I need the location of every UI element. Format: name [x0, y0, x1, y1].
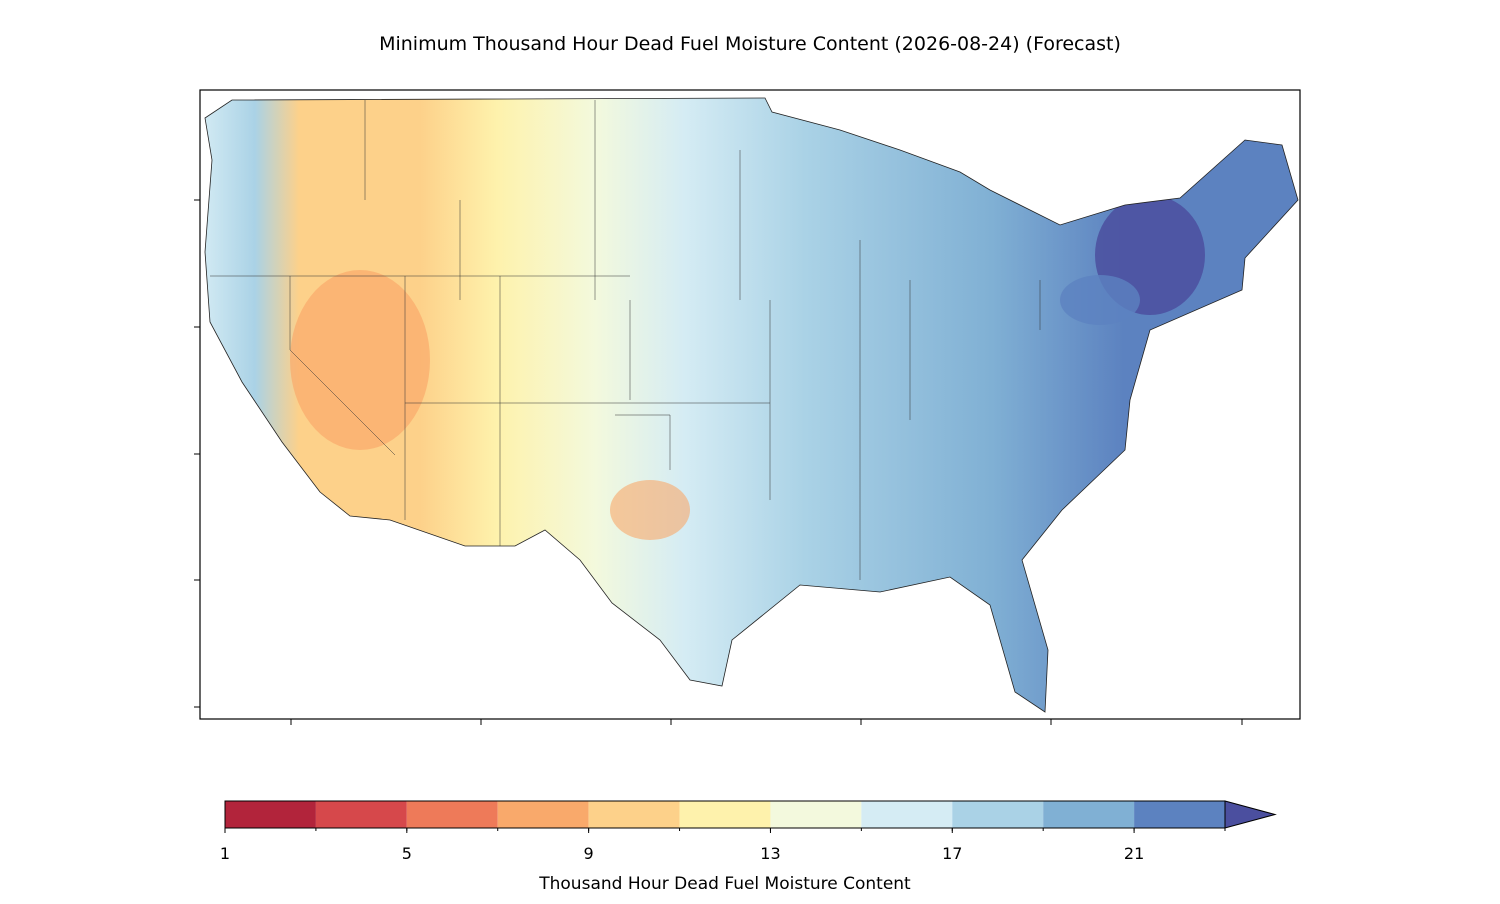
- colorbar: 1 5 9 13 17 21: [220, 800, 1277, 863]
- high-region: [1060, 275, 1140, 325]
- colorbar-tick-label: 17: [942, 844, 962, 863]
- state-lines: [210, 100, 1041, 580]
- colorbar-tick-label: 21: [1124, 844, 1144, 863]
- colorbar-segment: [1043, 801, 1135, 828]
- us-map: [204, 97, 1299, 713]
- colorbar-frame: [224, 800, 1226, 829]
- colorbar-segment: [406, 801, 498, 828]
- colorbar-tick-label: 5: [402, 844, 412, 863]
- map-highs: [290, 195, 1205, 540]
- colorbar-segment: [679, 801, 771, 828]
- colorbar-segment: [497, 801, 589, 828]
- colorbar-segment: [225, 801, 316, 828]
- low-region: [610, 480, 690, 540]
- frame-ticks: [194, 199, 1243, 725]
- map-frame: [199, 89, 1301, 720]
- colorbar-segment: [952, 801, 1044, 828]
- colorbar-tick-label: 9: [584, 844, 594, 863]
- colorbar-tick-label: 13: [760, 844, 780, 863]
- colorbar-segment: [770, 801, 862, 828]
- chart-title: Minimum Thousand Hour Dead Fuel Moisture…: [379, 33, 1121, 55]
- map-fill: [205, 98, 1298, 712]
- colorbar-extend: [1224, 800, 1277, 829]
- low-region: [290, 270, 430, 450]
- colorbar-segment: [861, 801, 953, 828]
- colorbar-label: Thousand Hour Dead Fuel Moisture Content: [538, 874, 911, 894]
- colorbar-segment: [588, 801, 680, 828]
- colorbar-tick-label: 1: [220, 844, 230, 863]
- colorbar-segment: [1134, 801, 1225, 828]
- map-outline: [204, 97, 1299, 713]
- colorbar-segment: [315, 801, 407, 828]
